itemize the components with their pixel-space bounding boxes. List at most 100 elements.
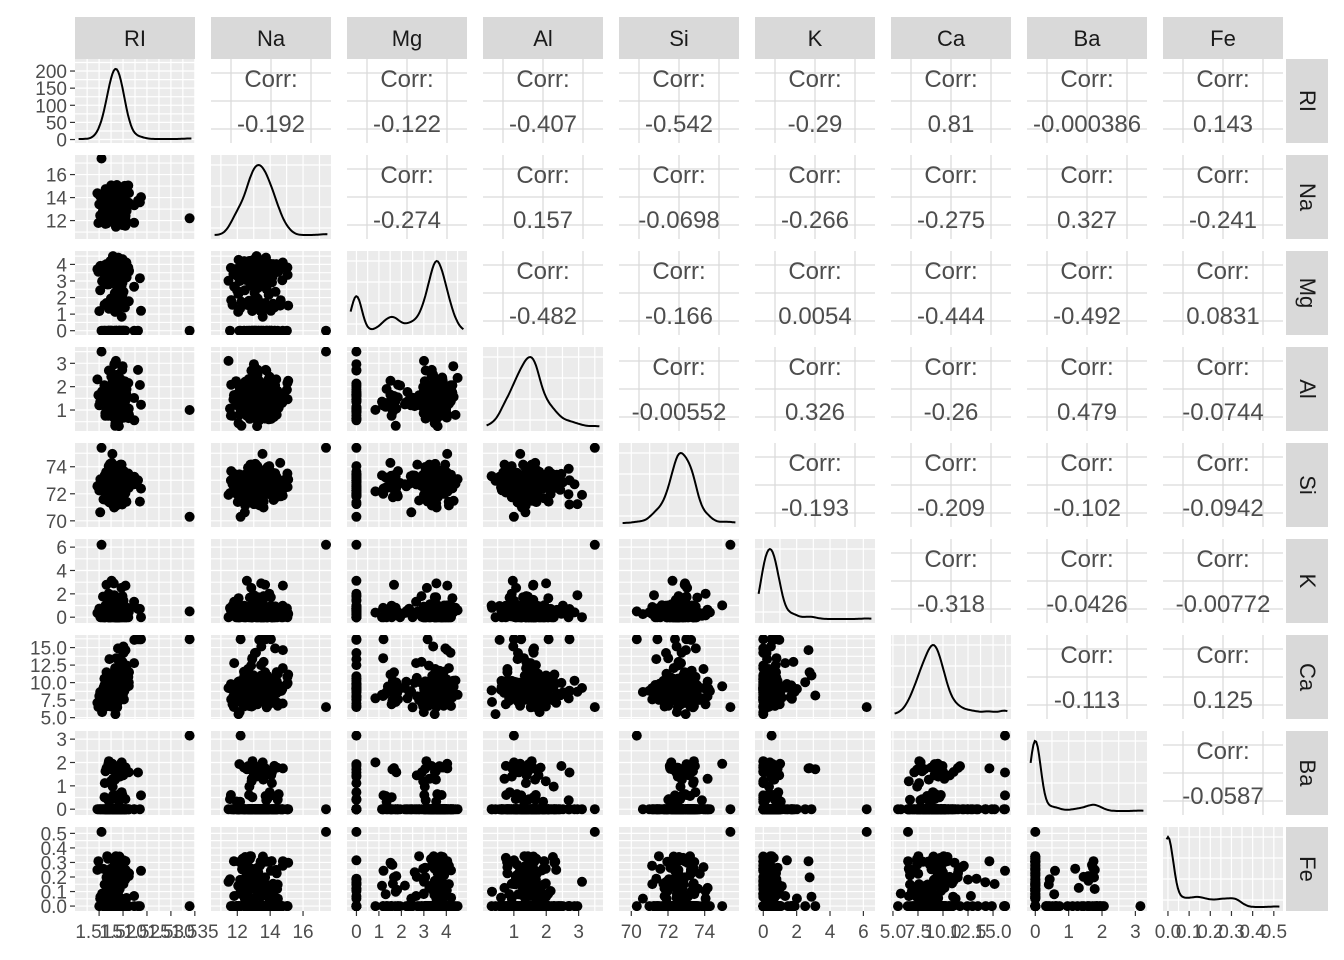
scatter-point [108, 411, 118, 422]
scatter-point [810, 690, 821, 701]
strip-top-label: Ba [1074, 26, 1102, 51]
scatter-point [118, 641, 129, 652]
scatter-point [351, 511, 362, 522]
scatter-point [528, 579, 539, 590]
scatter-point [253, 325, 264, 335]
scatter-point [428, 641, 439, 652]
scatter-point [272, 474, 283, 485]
corr-label: Corr: [1196, 66, 1249, 93]
scatter-point [107, 325, 118, 335]
corr-label: Corr: [924, 66, 977, 93]
scatter-point [136, 305, 146, 316]
scatter-point [416, 591, 427, 602]
scatter-point [539, 493, 550, 504]
scatter-point [253, 493, 264, 504]
scatter-point [803, 645, 814, 656]
scatter-point [390, 697, 401, 707]
corr-value: -0.542 [645, 111, 713, 138]
corr-value: -0.318 [917, 591, 985, 618]
scatter-point [260, 667, 271, 678]
scatter-point [659, 681, 670, 692]
corr-label: Corr: [244, 66, 297, 93]
corr-value: 0.157 [513, 207, 573, 234]
corr-value: -0.193 [781, 495, 849, 522]
scatter-point [511, 690, 522, 701]
scatter-point [660, 698, 671, 709]
scatter-point [385, 457, 396, 468]
scatter-point [563, 693, 574, 704]
scatter-point [452, 372, 463, 383]
scatter-point [535, 697, 546, 708]
scatter-point [378, 602, 389, 613]
scatter-point [101, 199, 112, 210]
scatter-point [549, 695, 560, 706]
scatter-point [246, 676, 257, 687]
strip-right-mg: Mg [1286, 251, 1328, 335]
scatter-point [104, 690, 115, 701]
scatter-point [416, 396, 427, 406]
corr-label: Corr: [1196, 354, 1249, 381]
scatter-point [223, 683, 234, 693]
scatter-point [649, 590, 659, 601]
corr-panel-al-k [755, 347, 875, 431]
corr-panel-ri-na [211, 59, 331, 143]
scatter-point [443, 500, 454, 511]
scatter-point [508, 606, 519, 617]
scatter-point [104, 804, 115, 815]
scatter-point [766, 635, 777, 645]
scatter-point [239, 483, 250, 494]
scatter-point [184, 213, 195, 224]
corr-label: Corr: [1060, 354, 1113, 381]
scatter-point [448, 361, 459, 372]
scatter-point [378, 483, 389, 494]
corr-panel-k-fe [1163, 539, 1283, 623]
strip-top-k: K [755, 17, 875, 59]
scatter-point [120, 762, 131, 773]
scatter-point [389, 667, 399, 678]
scatter-point [96, 155, 107, 164]
scatter-point [717, 681, 728, 692]
corr-panel-k-ba [1027, 539, 1147, 623]
corr-value: 0.327 [1057, 207, 1117, 234]
scatter-point [103, 795, 114, 806]
scatter-point [405, 471, 416, 482]
scatter-point [663, 653, 674, 664]
corr-panel-mg-al [483, 251, 603, 335]
scatter-point [321, 443, 331, 453]
scatter-point [235, 511, 246, 522]
scatter-point [392, 392, 403, 403]
scatter-point [522, 666, 533, 677]
scatter-point [104, 403, 115, 414]
strip-top-al: Al [483, 17, 603, 59]
scatter-point [232, 285, 243, 296]
scatter-point [450, 409, 461, 420]
scatter-point [572, 499, 583, 510]
scatter-point [429, 592, 440, 603]
scatter-point [556, 677, 567, 688]
scatter-point [104, 270, 115, 281]
scatter-point [659, 606, 670, 617]
scatter-point [275, 491, 286, 502]
scatter-point [256, 641, 267, 652]
scatter-point [116, 582, 127, 593]
scatter-point [425, 393, 436, 404]
corr-label: Corr: [788, 354, 841, 381]
scatter-point [442, 580, 453, 591]
scatter-point [270, 643, 281, 654]
corr-value: 0.125 [1193, 687, 1253, 714]
density-panel-k [755, 539, 875, 623]
scatter-point [133, 604, 143, 614]
scatter-point [385, 375, 396, 386]
scatter-panel-k-na [211, 539, 331, 623]
scatter-point [282, 468, 293, 479]
scatter-point [407, 702, 418, 713]
scatter-point [351, 413, 362, 424]
scatter-point [252, 483, 263, 494]
scatter-point [514, 677, 525, 688]
density-curve [894, 643, 1008, 715]
scatter-point [225, 410, 236, 421]
corr-label: Corr: [1060, 546, 1113, 573]
corr-label: Corr: [924, 258, 977, 285]
scatter-point [112, 385, 123, 396]
scatter-point [96, 702, 107, 713]
